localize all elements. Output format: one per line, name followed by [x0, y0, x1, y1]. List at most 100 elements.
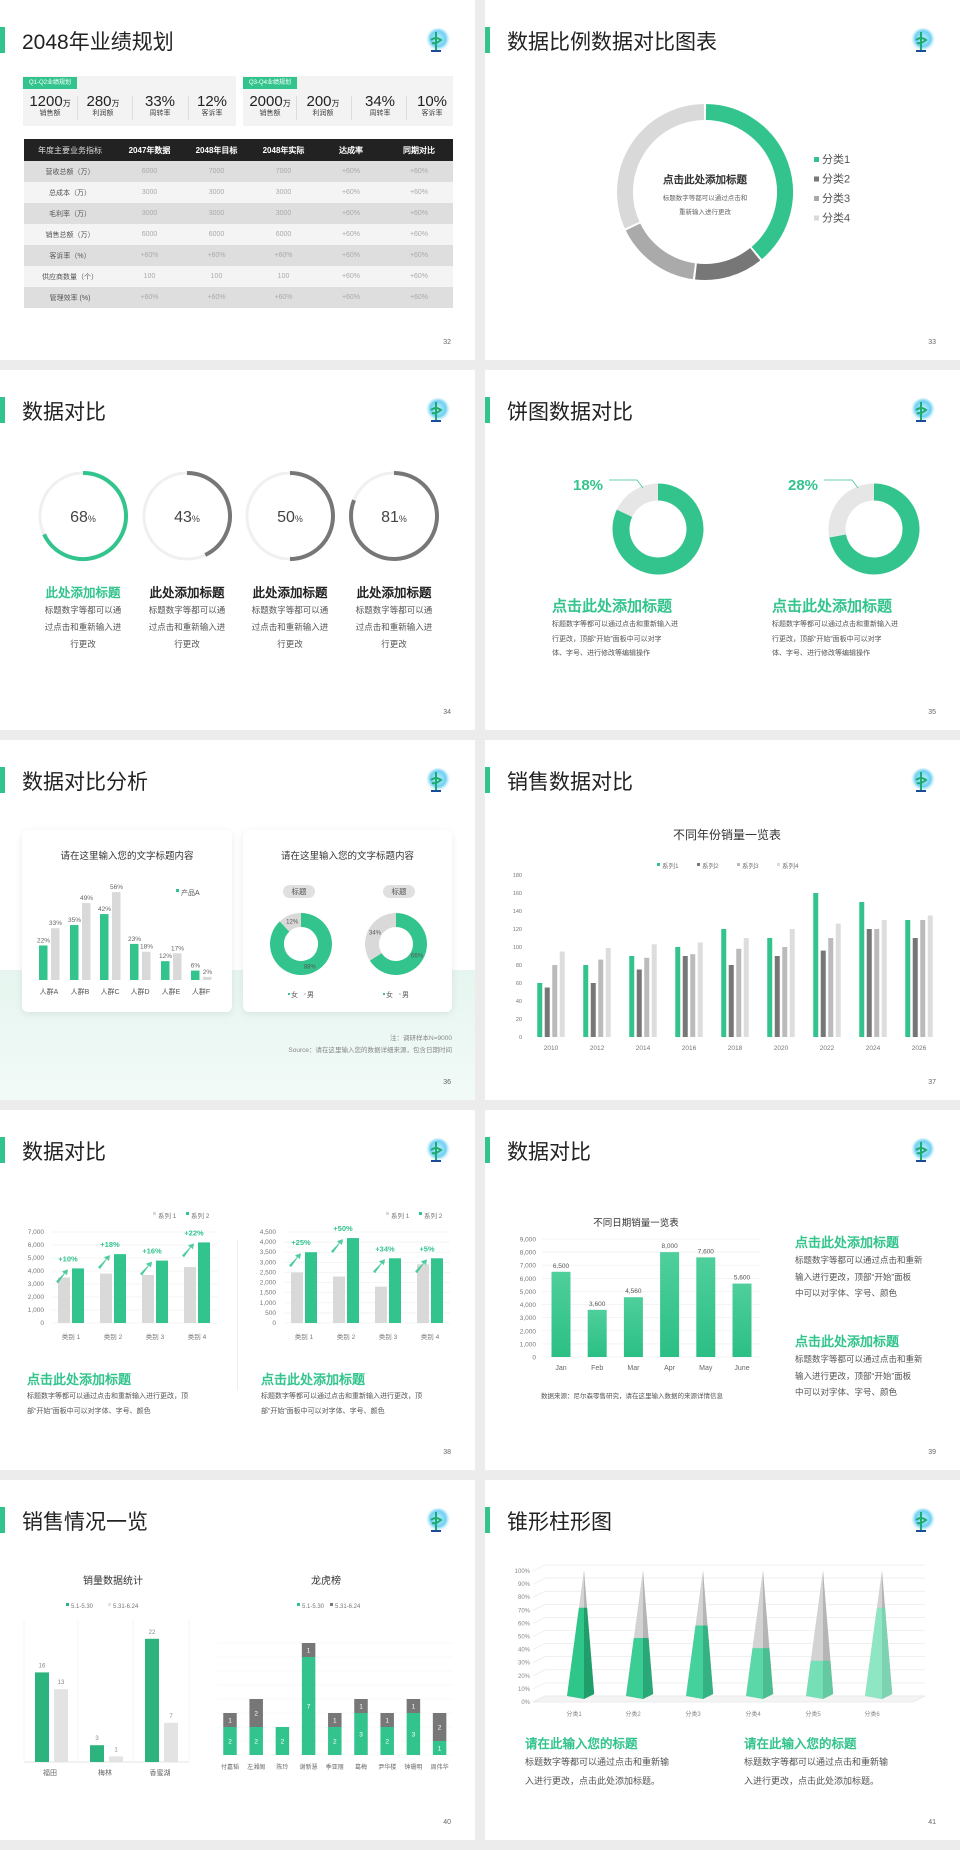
growth-arrow-icon — [331, 1239, 343, 1254]
slide-40: 销售情况一览 销量数据统计 5.1-5.30 5.31-6.24 16 13 福田 3 1 梅林… — [0, 1480, 475, 1840]
x-tick-label: 2022 — [820, 1045, 835, 1052]
y-tick-label: 1,000 — [28, 1307, 45, 1314]
table-cell: +60% — [317, 224, 385, 245]
page-number: 38 — [443, 1449, 451, 1456]
bar — [164, 1722, 178, 1762]
desc-line: 标题数字等都可以通 — [148, 605, 226, 615]
y-tick-label: 80 — [516, 963, 522, 969]
x-tick-label: 分类3 — [685, 1710, 701, 1718]
table-cell: 营收总额（万） — [24, 161, 116, 182]
item-desc: 标题数字等都可以通 过点击和重新输入进 行更改 — [132, 602, 242, 653]
y-tick-label: 120 — [513, 927, 522, 933]
data-label: 2 — [228, 1739, 232, 1746]
stat-item: 280万 利润额 — [77, 93, 129, 118]
y-tick-label: 9,000 — [520, 1237, 537, 1244]
donut-segment-female — [270, 913, 332, 975]
bar — [184, 1267, 196, 1323]
data-label: 3 — [359, 1732, 363, 1739]
stacked-bar-segment — [406, 1699, 421, 1713]
bar — [35, 1672, 49, 1762]
progress-ring-arc — [289, 471, 335, 561]
kpi-table: 年度主要业务指标 2047年数据 2048年目标 2048年实际 达成率 同期对比 营收总额… — [24, 139, 453, 308]
bar — [198, 1242, 210, 1323]
desc-line: 行更改，顶部“开始”面板中可以对字 — [772, 635, 882, 643]
item-desc: 标题数字等都可以通过点击和重新输入进行更改，顶部“开始”面板中可以对字体、字号、… — [772, 618, 898, 662]
logo-icon — [909, 1508, 935, 1534]
slide-title: 数据比例数据对比图表 — [507, 31, 717, 54]
legend-label: 系列 2 — [424, 1211, 443, 1220]
bar — [100, 914, 109, 980]
leader-line — [609, 479, 644, 489]
stacked-bar-segment — [354, 1713, 368, 1755]
legend-swatch — [288, 993, 290, 995]
item-title: 点击此处添加标题 — [772, 598, 893, 615]
progress-number: 43 — [174, 509, 192, 526]
data-label: 22 — [149, 1630, 156, 1636]
stat-number: 34% — [364, 93, 396, 110]
table-row: 营收总额（万） 6000 7000 7000 +60% +60% — [24, 161, 453, 182]
bar — [82, 903, 91, 980]
gridline-depth — [532, 1630, 546, 1637]
y-tick-label: 5,000 — [28, 1255, 45, 1262]
data-label: 3,600 — [589, 1301, 606, 1308]
data-label: 1 — [114, 1747, 118, 1753]
item-desc: 标题数字等都可以通过点击和重新输入进行更改，顶部“开始”面板中可以对字体、字号、… — [27, 1390, 188, 1419]
stat-item: 12% 客诉率 — [186, 93, 238, 118]
stat-item: 1200万 销售额 — [24, 93, 76, 118]
column-header: 达成率 — [317, 139, 385, 161]
table-row: 总成本（万） 3000 3000 3000 +60% +60% — [24, 182, 453, 203]
bar — [417, 1264, 429, 1323]
item-title: 请在此输入您的标题 — [744, 1737, 857, 1751]
y-tick-label: 0 — [272, 1320, 276, 1327]
y-tick-label: 180 — [513, 873, 522, 879]
desc-line: 标题数字等都可以通过点击和重新 — [795, 1354, 923, 1364]
data-label: 7 — [169, 1714, 173, 1720]
x-tick-label: 分类1 — [566, 1710, 582, 1718]
table-cell: 7000 — [250, 161, 317, 182]
desc-line: 标题数字等都可以通 — [355, 605, 433, 615]
title-accent-bar — [0, 1507, 5, 1533]
data-label: 23% — [128, 936, 141, 943]
y-tick-label: 4,500 — [260, 1229, 277, 1236]
data-label: 6,500 — [553, 1263, 570, 1270]
bar — [905, 920, 911, 1037]
growth-annotation: +25% — [291, 1238, 311, 1247]
y-tick-label: 0 — [40, 1320, 44, 1327]
donut-segment-female — [369, 913, 427, 975]
logo-icon — [909, 28, 935, 54]
legend-swatch — [419, 1212, 422, 1215]
bar — [112, 892, 121, 980]
x-tick-label: 付嘉韬 — [221, 1763, 239, 1771]
legend-swatch — [814, 215, 819, 221]
stat-divider — [351, 96, 352, 120]
data-label: 12% — [286, 920, 299, 926]
desc-line: 中可以对字体、字号、颜色 — [795, 1387, 898, 1398]
gridline-depth — [532, 1564, 546, 1572]
donut-segment-1 — [705, 104, 793, 260]
legend-swatch — [186, 1212, 189, 1215]
table-cell: +60% — [385, 266, 453, 287]
bar — [161, 961, 170, 980]
data-label: 2 — [254, 1739, 258, 1746]
x-tick-label: 2018 — [728, 1045, 743, 1052]
y-tick-label: 4,000 — [260, 1239, 277, 1246]
bar — [203, 976, 212, 980]
x-tick-label: 类别 3 — [146, 1332, 165, 1341]
x-tick-label: 香蜜湖 — [150, 1768, 171, 1777]
table-cell: +60% — [250, 245, 317, 266]
table-cell: 3000 — [250, 203, 317, 224]
stat-label: 销售额 — [39, 110, 61, 117]
data-label: 1 — [307, 1648, 311, 1655]
progress-number: 68 — [70, 509, 88, 526]
desc-line: 标题数字等都可以通过点击和重新输 — [744, 1757, 889, 1767]
y-tick-label: 7,000 — [520, 1263, 537, 1270]
desc-line: 输入进行更改，顶部“开始”面板 — [795, 1271, 912, 1282]
legend-label: 系列 1 — [391, 1211, 410, 1220]
table-cell: +60% — [317, 266, 385, 287]
cone-value-left — [746, 1648, 763, 1699]
logo-icon — [424, 768, 450, 794]
x-tick-label: 分类6 — [864, 1710, 880, 1718]
data-label: 3 — [95, 1736, 99, 1742]
data-label: 34% — [369, 930, 382, 936]
x-tick-label: 季亚丽 — [326, 1763, 344, 1771]
